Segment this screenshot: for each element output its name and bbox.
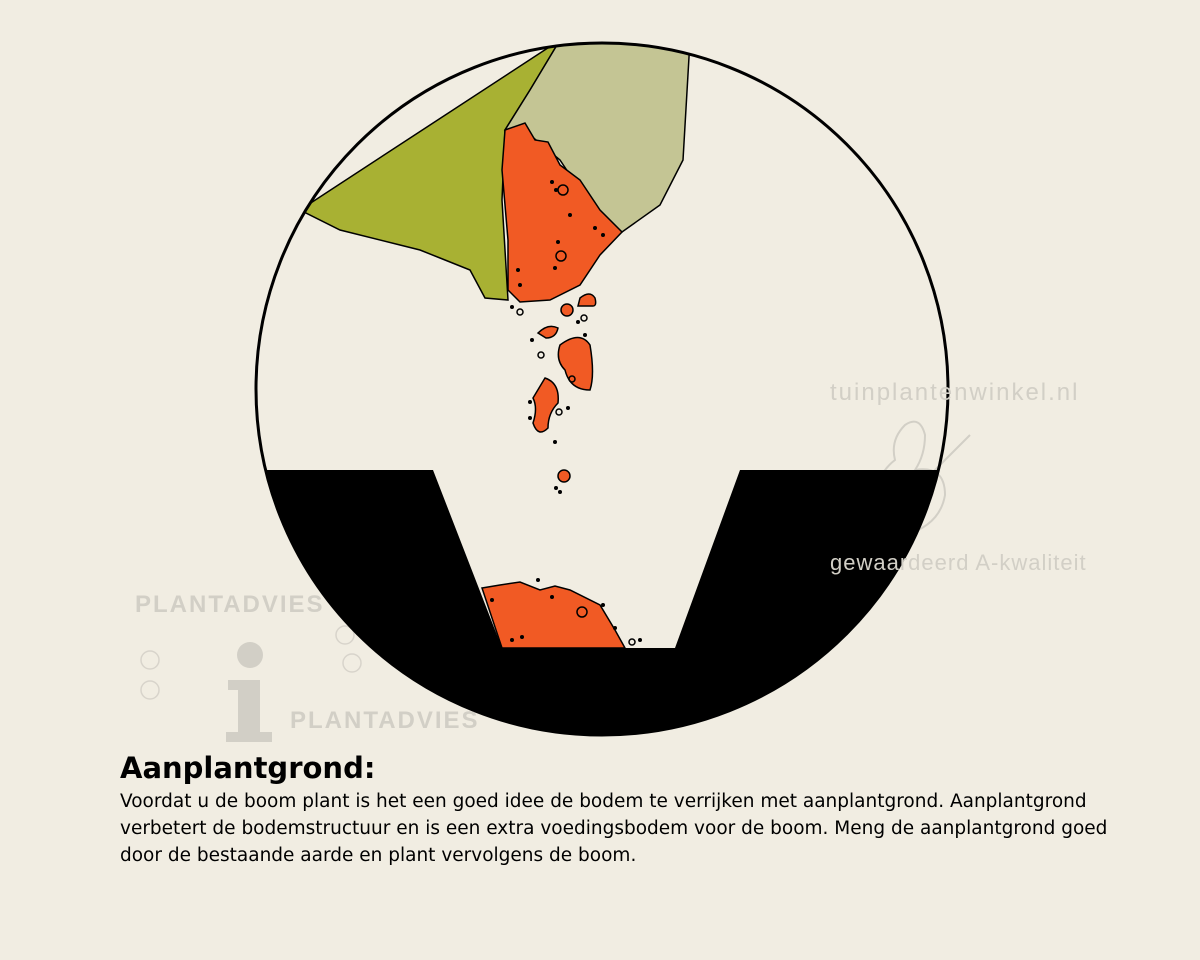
plantadvies-text-bottom: PLANTADVIES [290,707,480,734]
tuinplantenwinkel-text: tuinplantenwinkel.nl [830,379,1079,406]
plantadvies-text-top: PLANTADVIES [135,591,325,618]
caption-title: Aanplantgrond: [120,751,376,785]
soil-particles [490,180,642,642]
caption: Aanplantgrond: Voordat u de boom plant i… [120,748,1140,869]
planting-soil [481,122,627,649]
a-kwaliteit-text: gewaardeerd A-kwaliteit [830,550,1087,575]
plantadvies-watermark [140,625,362,742]
info-icon [226,642,272,742]
caption-body: Voordat u de boom plant is het een goed … [120,791,1108,866]
view-circle [254,41,950,737]
